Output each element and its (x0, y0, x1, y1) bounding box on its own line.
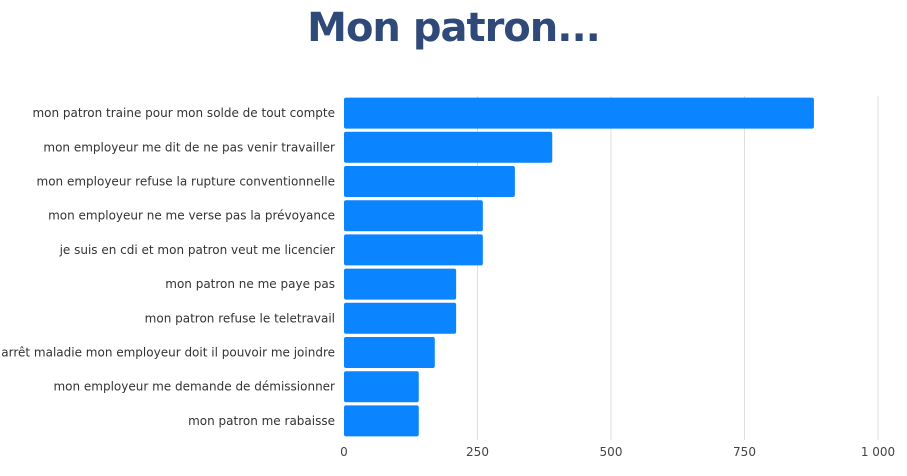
x-tick-label: 0 (340, 445, 348, 459)
bar (344, 405, 419, 437)
bar (344, 234, 483, 266)
category-label: mon employeur me demande de démissionner (53, 380, 335, 394)
bar (344, 97, 814, 129)
bar (344, 166, 515, 197)
bar (344, 200, 483, 232)
category-label: mon employeur ne me verse pas la prévoya… (48, 209, 335, 223)
category-label: mon patron me rabaisse (188, 414, 335, 428)
chart-title: Mon patron... (307, 5, 601, 51)
category-label: je suis en cdi et mon patron veut me lic… (59, 243, 335, 257)
bar (344, 131, 553, 163)
x-tick-label: 1 000 (861, 445, 895, 459)
category-labels: mon patron traine pour mon solde de tout… (0, 106, 335, 428)
category-label: mon employeur refuse la rupture conventi… (37, 175, 335, 189)
bar (344, 302, 457, 334)
x-tick-label: 750 (733, 445, 756, 459)
category-label: mon patron refuse le teletravail (145, 311, 335, 325)
bar (344, 337, 435, 368)
bars (344, 97, 814, 437)
category-label: mon employeur me dit de ne pas venir tra… (43, 140, 335, 154)
bar (344, 371, 419, 403)
category-label: en arrêt maladie mon employeur doit il p… (0, 346, 335, 360)
category-label: mon patron traine pour mon solde de tout… (32, 106, 335, 120)
x-tick-label: 250 (466, 445, 489, 459)
category-label: mon patron ne me paye pas (165, 277, 335, 291)
x-axis-tick-labels: 0 250 500 750 1 000 (340, 445, 895, 459)
bar (344, 268, 457, 300)
x-tick-label: 500 (600, 445, 623, 459)
